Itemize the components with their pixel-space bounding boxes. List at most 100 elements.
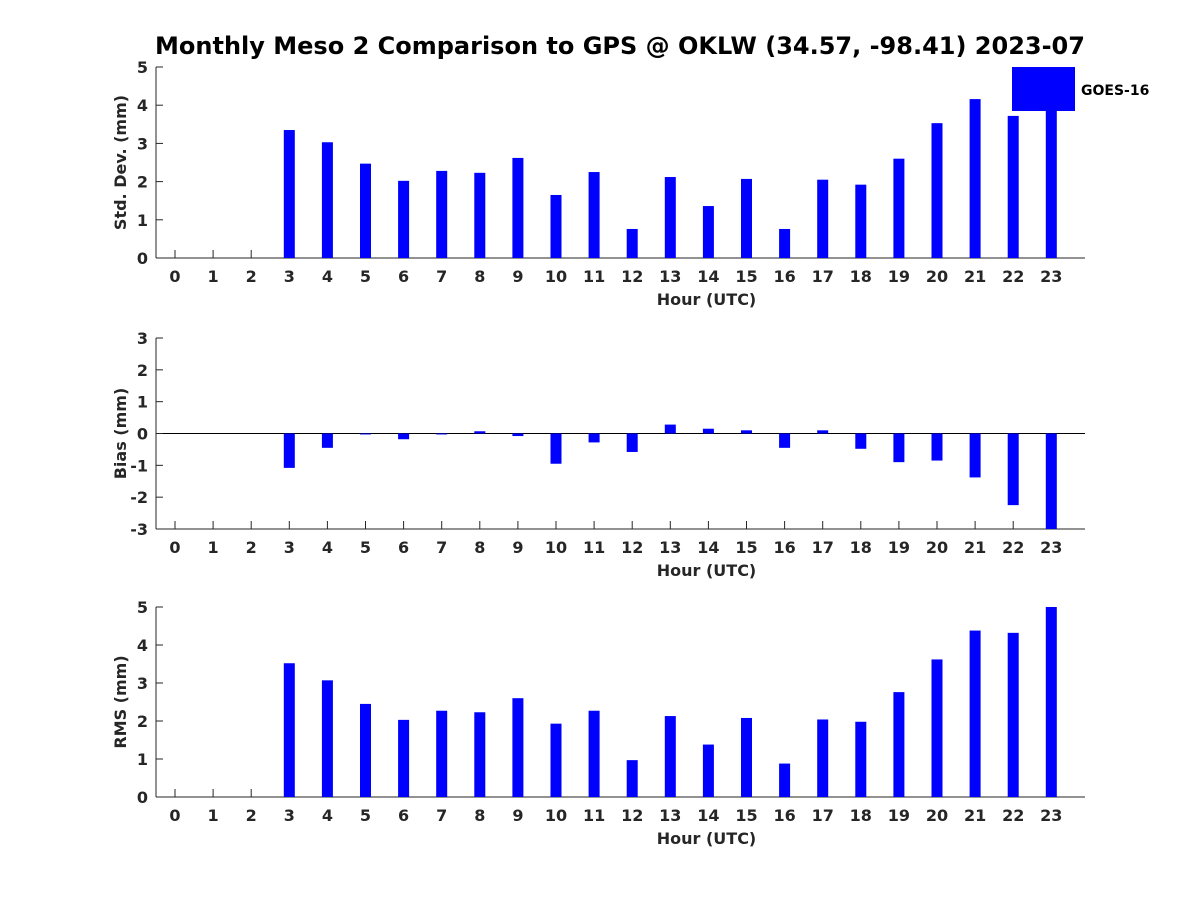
- std-x-tick-label: 22: [1002, 267, 1024, 286]
- rms-bar: [664, 716, 676, 797]
- std-bar: [817, 179, 829, 258]
- rms-x-tick-label: 3: [284, 806, 295, 825]
- std-x-tick-label: 1: [208, 267, 219, 286]
- rms-y-tick-label: 0: [137, 788, 148, 807]
- bias-x-tick-label: 23: [1040, 538, 1062, 557]
- bias-x-tick-label: 22: [1002, 538, 1024, 557]
- bias-x-tick-label: 8: [474, 538, 485, 557]
- legend-label: GOES-16: [1081, 83, 1149, 99]
- std-bar: [664, 177, 676, 258]
- std-y-tick-label: 2: [137, 173, 148, 192]
- rms-bar: [626, 760, 638, 797]
- rms-bar: [398, 719, 410, 797]
- std-x-tick-label: 7: [436, 267, 447, 286]
- bias-bar: [398, 433, 410, 440]
- bias-bar: [893, 433, 905, 463]
- bias-x-tick-label: 13: [659, 538, 681, 557]
- std-x-tick-label: 23: [1040, 267, 1062, 286]
- bias-bar: [436, 433, 448, 435]
- rms-x-tick-label: 6: [398, 806, 409, 825]
- bias-x-tick-label: 19: [888, 538, 910, 557]
- std-x-tick-label: 9: [512, 267, 523, 286]
- std-x-tick-label: 13: [659, 267, 681, 286]
- rms-bar: [588, 710, 600, 797]
- rms-bar: [1007, 632, 1019, 797]
- std-x-tick-label: 14: [697, 267, 719, 286]
- rms-x-tick-label: 2: [246, 806, 257, 825]
- rms-bar: [550, 723, 562, 797]
- bias-bar: [855, 433, 867, 449]
- bias-x-tick-label: 9: [512, 538, 523, 557]
- legend-swatch: [1012, 67, 1075, 111]
- std-bar: [321, 142, 333, 258]
- std-bar: [931, 123, 943, 259]
- rms-x-tick-label: 17: [812, 806, 834, 825]
- rms-x-tick-label: 15: [735, 806, 757, 825]
- rms-x-tick-label: 10: [545, 806, 567, 825]
- std-y-tick-label: 5: [137, 58, 148, 77]
- std-x-tick-label: 20: [926, 267, 948, 286]
- bias-x-tick-label: 18: [850, 538, 872, 557]
- rms-bar: [969, 630, 981, 797]
- std-x-tick-label: 5: [360, 267, 371, 286]
- rms-x-tick-label: 19: [888, 806, 910, 825]
- std-bar: [702, 206, 714, 258]
- rms-y-tick-label: 1: [137, 750, 148, 769]
- rms-bar: [893, 692, 905, 797]
- bias-bar: [817, 430, 829, 434]
- bias-y-tick-label: 3: [137, 329, 148, 348]
- std-bar: [588, 172, 600, 258]
- std-x-tick-label: 17: [812, 267, 834, 286]
- rms-x-tick-label: 1: [208, 806, 219, 825]
- std-x-tick-label: 16: [773, 267, 795, 286]
- bias-bar: [474, 431, 486, 434]
- std-x-tick-label: 12: [621, 267, 643, 286]
- std-bar: [398, 180, 410, 258]
- bias-x-tick-label: 20: [926, 538, 948, 557]
- bias-y-tick-label: -2: [130, 488, 148, 507]
- std-x-tick-label: 3: [284, 267, 295, 286]
- bias-bar: [550, 433, 562, 464]
- std-y-axis-label: Std. Dev. (mm): [111, 95, 130, 230]
- bias-x-tick-label: 5: [360, 538, 371, 557]
- rms-bar: [779, 763, 791, 797]
- bias-bar: [1007, 433, 1019, 506]
- rms-x-tick-label: 14: [697, 806, 719, 825]
- rms-bar: [1045, 607, 1057, 797]
- rms-x-tick-label: 0: [169, 806, 180, 825]
- rms-bar: [360, 703, 371, 797]
- rms-x-tick-label: 5: [360, 806, 371, 825]
- std-bar: [779, 228, 791, 258]
- rms-y-axis-label: RMS (mm): [111, 655, 130, 748]
- std-bar: [283, 130, 295, 258]
- rms-bar: [702, 744, 714, 797]
- rms-bar: [436, 710, 448, 797]
- bias-bar: [360, 433, 371, 435]
- rms-x-tick-label: 23: [1040, 806, 1062, 825]
- chart-title: Monthly Meso 2 Comparison to GPS @ OKLW …: [155, 32, 1085, 60]
- bias-bar: [512, 433, 524, 437]
- rms-bar: [474, 712, 486, 797]
- bias-x-tick-label: 3: [284, 538, 295, 557]
- rms-x-tick-label: 21: [964, 806, 986, 825]
- rms-x-tick-label: 8: [474, 806, 485, 825]
- bias-y-tick-label: 1: [137, 393, 148, 412]
- std-bar: [893, 158, 905, 258]
- bias-bar: [931, 433, 943, 461]
- std-x-tick-label: 4: [322, 267, 333, 286]
- rms-bar: [283, 663, 295, 797]
- bias-x-tick-label: 4: [322, 538, 333, 557]
- bias-x-tick-label: 11: [583, 538, 605, 557]
- rms-x-tick-label: 4: [322, 806, 333, 825]
- std-bar: [550, 194, 562, 258]
- std-y-tick-label: 3: [137, 134, 148, 153]
- std-y-tick-label: 1: [137, 211, 148, 230]
- rms-bar: [931, 659, 943, 797]
- bias-x-tick-label: 12: [621, 538, 643, 557]
- bias-x-tick-label: 2: [246, 538, 257, 557]
- bias-x-tick-label: 21: [964, 538, 986, 557]
- rms-y-tick-label: 3: [137, 674, 148, 693]
- bias-y-tick-label: 0: [137, 425, 148, 444]
- std-bar: [1007, 115, 1019, 259]
